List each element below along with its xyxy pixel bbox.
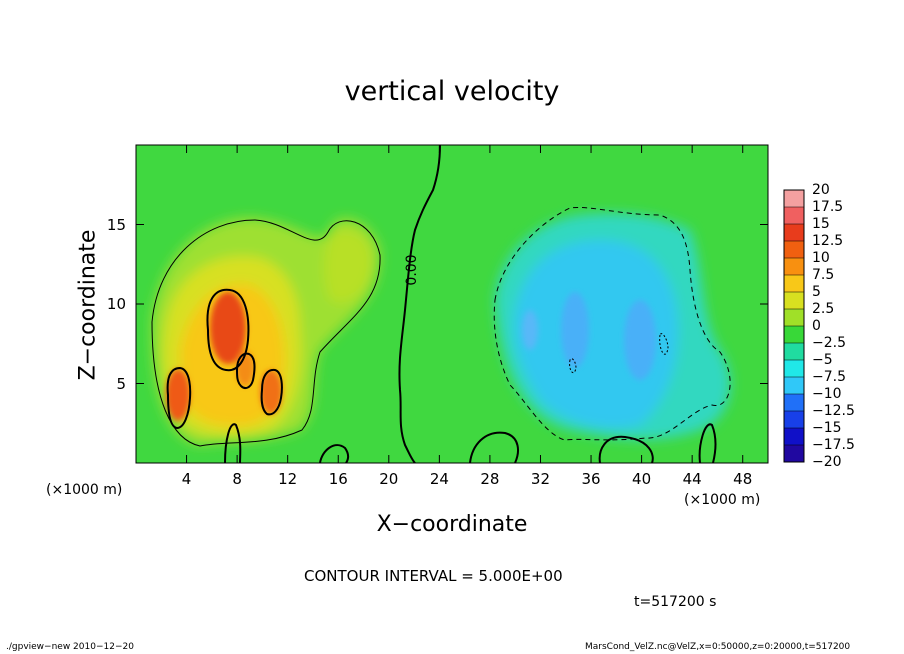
x-unit-left: (×1000 m): [46, 482, 123, 498]
updraft-core-3: [260, 370, 282, 414]
colorbar-label: −10: [812, 386, 842, 402]
colorbar-label: −2.5: [812, 335, 846, 351]
x-tick-label: 24: [429, 470, 449, 488]
colorbar-label: 10: [812, 250, 830, 266]
colorbar-label: −5: [812, 352, 833, 368]
colorbar-segment: [784, 275, 804, 293]
updraft-core-2: [210, 292, 246, 364]
colorbar-segment: [784, 360, 804, 378]
time-label: t=517200 s: [634, 594, 717, 610]
x-tick-label: 48: [733, 470, 753, 488]
updraft-core-1: [166, 369, 190, 421]
downdraft-mid: [513, 240, 679, 429]
colorbar-label: −7.5: [812, 369, 846, 385]
x-axis-label: X−coordinate: [376, 512, 528, 537]
x-tick-label: 20: [379, 470, 399, 488]
colorbar-segment: [784, 190, 804, 208]
y-tick-label: 5: [116, 374, 126, 393]
footer-right: MarsCond_VelZ.nc@VelZ,x=0:50000,z=0:2000…: [585, 642, 851, 652]
colorbar-label: −17.5: [812, 437, 855, 453]
contour-neg5: [493, 206, 731, 441]
colorbar-label: −12.5: [812, 403, 855, 419]
x-tick-label: 40: [632, 470, 652, 488]
colorbar-label: 7.5: [812, 267, 835, 283]
colorbar-segment: [784, 411, 804, 429]
colorbar-segment: [784, 326, 804, 344]
x-tick-label: 16: [328, 470, 348, 488]
contour-10-c: [260, 368, 283, 416]
x-unit-right: (×1000 m): [684, 492, 761, 508]
colorbar-segment: [784, 445, 804, 463]
x-tick-label: 44: [682, 470, 702, 488]
heatmap-field: 0.00: [136, 145, 768, 463]
colorbar-segment: [784, 241, 804, 259]
footer-left: ./gpview−new 2010−12−20: [6, 642, 134, 652]
y-ticks: [136, 224, 768, 384]
x-tick-label: 12: [278, 470, 298, 488]
x-ticks: [186, 145, 744, 463]
x-tick-label: 8: [232, 470, 242, 488]
colorbar: [784, 190, 804, 463]
x-tick-label: 28: [480, 470, 500, 488]
colorbar-frame: [783, 189, 805, 463]
colorbar-label: −20: [812, 454, 842, 470]
y-tick-label: 15: [106, 215, 126, 234]
colorbar-label: 20: [812, 182, 830, 198]
colorbar-label: 15: [812, 216, 830, 232]
y-axis-label: Z−coordinate: [75, 229, 101, 381]
colorbar-segment: [784, 258, 804, 276]
contour-interval: CONTOUR INTERVAL = 5.000E+00: [304, 567, 563, 585]
contour-10-b: [166, 366, 192, 430]
contour-10-a: [206, 288, 250, 372]
colorbar-segment: [784, 309, 804, 327]
x-tick-label: 32: [530, 470, 551, 488]
chart-title: vertical velocity: [344, 76, 560, 107]
colorbar-label: 12.5: [812, 233, 844, 249]
colorbar-label: 0: [812, 318, 821, 334]
y-tick-label: 10: [106, 295, 126, 313]
colorbar-label: −15: [812, 420, 842, 436]
colorbar-label: 17.5: [812, 199, 844, 215]
contour-zero: [398, 145, 441, 463]
colorbar-label: 2.5: [812, 301, 835, 317]
colorbar-segment: [784, 394, 804, 412]
colorbar-segment: [784, 377, 804, 395]
contour-5: [151, 219, 381, 447]
colorbar-segment: [784, 224, 804, 242]
colorbar-segment: [784, 428, 804, 446]
x-tick-label: 36: [581, 470, 601, 488]
colorbar-segment: [784, 292, 804, 310]
colorbar-segment: [784, 343, 804, 361]
contour-label: 0.00: [404, 254, 420, 285]
colorbar-label: 5: [812, 284, 821, 300]
colorbar-segment: [784, 207, 804, 225]
x-tick-label: 4: [181, 470, 192, 488]
